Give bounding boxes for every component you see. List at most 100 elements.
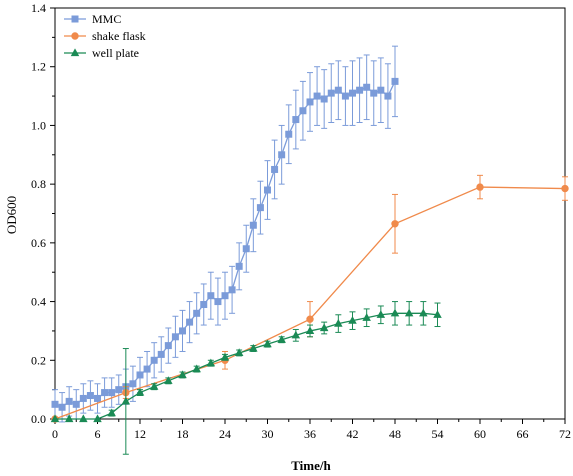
y-tick-label: 0.4 [31,295,46,309]
legend-label: MMC [92,12,121,26]
data-point [107,408,116,417]
legend-marker [71,32,79,40]
data-point [363,83,371,91]
legend-marker [70,48,80,57]
data-point [150,356,158,364]
x-tick-label: 48 [389,427,401,441]
data-point [306,98,314,106]
data-point [271,165,279,173]
data-point [79,394,87,402]
x-axis-title: Time/h [291,458,331,473]
data-point [51,400,59,408]
data-point [79,414,88,423]
data-point [278,151,286,159]
data-point [249,343,258,352]
y-tick-label: 1.0 [31,118,46,132]
data-point [164,342,172,350]
data-point [291,330,301,339]
data-point [93,414,102,423]
x-tick-label: 60 [474,427,486,441]
data-point [64,414,74,423]
data-point [121,396,131,405]
data-point [305,326,315,335]
data-point [299,107,307,115]
data-point [356,86,364,94]
x-tick-label: 54 [432,427,444,441]
y-tick-label: 0.2 [31,353,46,367]
x-tick-label: 24 [219,427,231,441]
data-point [391,220,399,228]
data-point [206,358,216,367]
data-point [50,414,60,423]
data-point [143,365,151,373]
data-point [362,313,371,321]
data-point [341,92,349,100]
data-point [157,350,165,358]
data-point [65,397,73,405]
data-point [391,77,399,85]
y-tick-label: 0.0 [31,412,46,426]
data-point [384,92,392,100]
data-point [136,371,144,379]
data-point [377,86,385,94]
data-point [234,348,244,357]
x-tick-label: 66 [517,427,529,441]
data-point [404,308,414,317]
y-axis-title: OD600 [4,196,19,234]
series-well-plate [50,301,442,455]
y-tick-label: 1.4 [31,1,46,15]
data-point [101,389,109,397]
x-tick-label: 72 [559,427,571,441]
data-point [277,335,286,343]
data-point [94,394,101,402]
data-point [370,89,378,97]
data-point [149,382,159,390]
legend-label: well plate [92,46,139,60]
data-point [348,316,357,324]
x-tick-label: 36 [304,427,316,441]
data-point [419,308,428,317]
data-point [179,327,186,335]
data-point [58,403,66,411]
data-point [221,292,229,300]
data-point [178,370,187,379]
plot-frame [54,7,566,420]
data-point [561,184,569,193]
data-point [235,262,243,270]
y-tick-label: 0.8 [31,177,46,191]
data-point [171,333,179,341]
data-point [264,186,271,194]
x-tick-label: 12 [134,427,146,441]
data-point [327,89,335,97]
data-point [214,298,222,306]
data-point [200,301,208,309]
y-tick-label: 0.6 [31,236,46,250]
data-point [376,310,386,318]
data-point [129,380,137,388]
data-point [207,292,215,300]
x-tick-label: 6 [95,427,101,441]
data-point [86,392,94,400]
data-point [285,130,293,138]
data-point [115,386,123,394]
data-point [193,309,201,317]
data-point [306,315,314,323]
data-point [186,318,194,326]
data-point [433,310,442,318]
data-point [220,352,230,361]
data-point [72,400,80,408]
data-point [242,245,250,253]
plot-area: 0 6 12 18 24 30 36 42 48 54 60 66 72 0.0 0.2 0.4 0.6 0.8 1… [31,1,571,455]
legend-marker [71,15,79,23]
data-point [249,221,257,229]
y-tick-label: 1.2 [31,60,46,74]
data-point [313,92,321,100]
x-tick-label: 0 [52,427,58,441]
data-point [390,308,400,317]
data-point [135,387,145,396]
x-tick-label: 42 [347,427,359,441]
data-point [292,116,300,124]
data-point [164,376,173,384]
data-point [192,364,201,373]
